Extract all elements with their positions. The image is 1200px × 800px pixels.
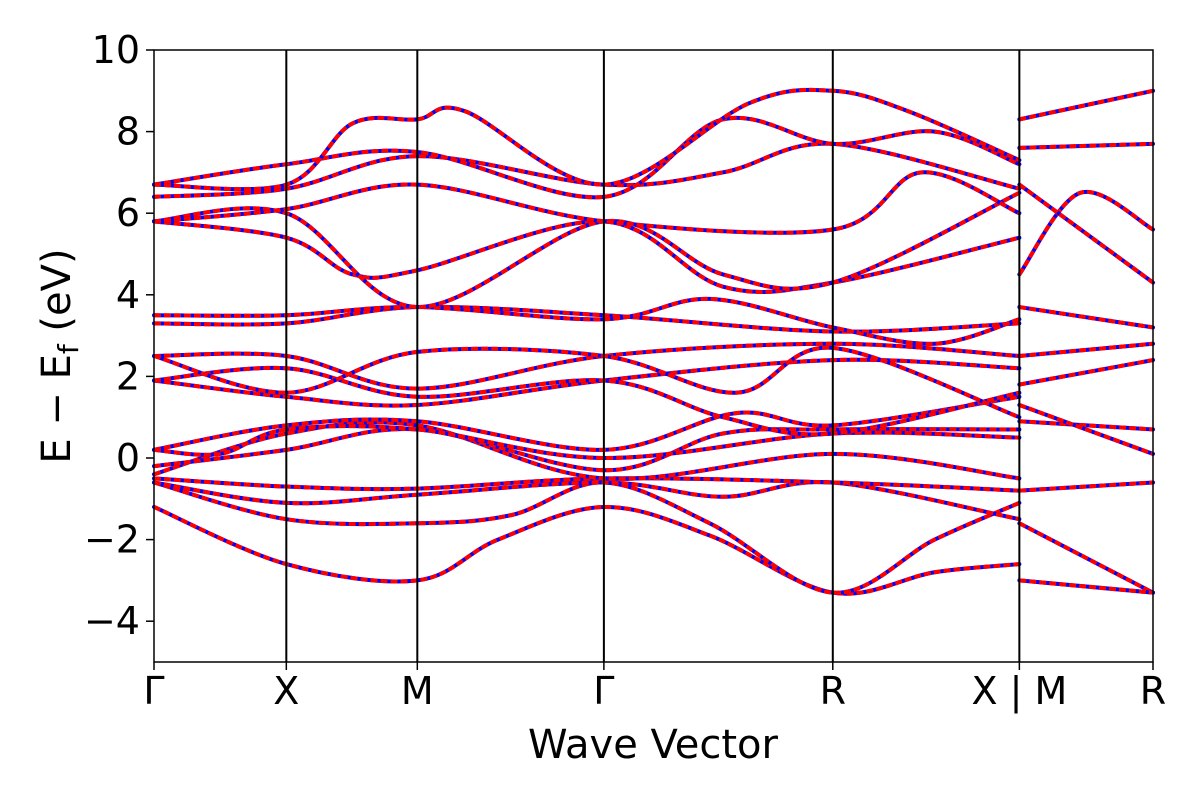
- x-axis: Γ X M Γ R X | M R: [143, 662, 1166, 714]
- y-axis-title-main: E − E: [34, 354, 80, 464]
- band-line-red-29: [1019, 185, 1153, 283]
- y-tick-label-6: 8: [116, 110, 140, 154]
- bands-layer: [154, 90, 1153, 594]
- band-line-red-1: [154, 482, 1019, 592]
- y-tick-label-5: 6: [116, 191, 140, 235]
- band-line-red-7: [154, 426, 1019, 458]
- y-tick-label-4: 4: [116, 273, 140, 317]
- x-tick-label-1: X: [273, 669, 299, 713]
- y-axis-title: E − Ef (eV): [34, 248, 85, 463]
- band-line-blue-14: [154, 221, 1019, 292]
- x-tick-label-4: R: [820, 669, 846, 713]
- band-line-red-14: [154, 221, 1019, 292]
- x-tick-label-2: M: [401, 669, 434, 713]
- x-axis-title: Wave Vector: [528, 722, 779, 768]
- y-tick-label-0: −4: [84, 599, 140, 643]
- y-tick-label-1: −2: [84, 518, 140, 562]
- y-tick-label-2: 0: [116, 436, 140, 480]
- band-line-blue-1: [154, 482, 1019, 592]
- y-axis: −4 −2 0 2 4 6 8 10: [84, 28, 154, 643]
- x-tick-label-5: X | M: [971, 669, 1067, 714]
- band-line-blue-13: [154, 299, 1019, 344]
- x-tick-label-0: Γ: [143, 669, 164, 713]
- band-line-red-13: [154, 299, 1019, 344]
- x-tick-label-3: Γ: [593, 669, 614, 713]
- y-tick-label-3: 2: [116, 354, 140, 398]
- y-tick-label-7: 10: [92, 28, 140, 72]
- band-line-red-30: [1019, 144, 1153, 148]
- x-tick-label-6: R: [1140, 669, 1166, 713]
- band-line-red-22: [1019, 482, 1153, 490]
- band-line-red-19: [154, 90, 1019, 189]
- y-axis-title-unit: (eV): [34, 248, 80, 344]
